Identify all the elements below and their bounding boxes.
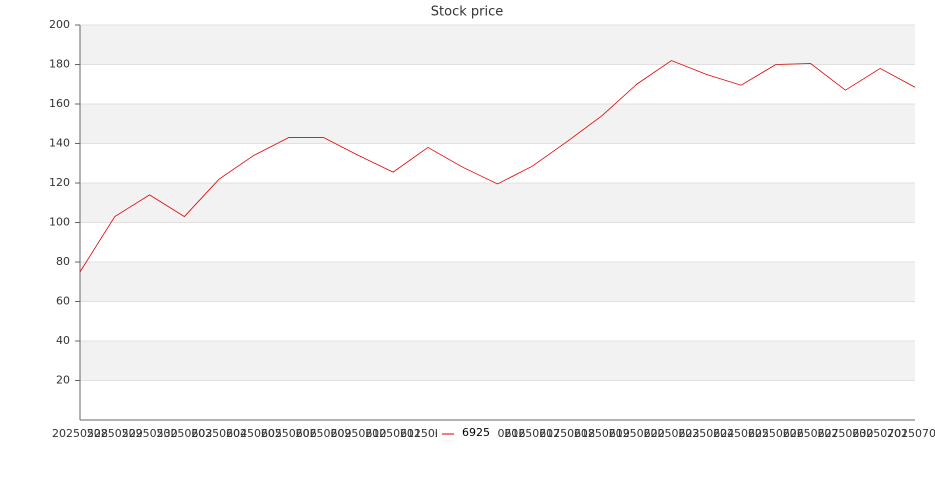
y-tick-label: 40 <box>56 334 70 347</box>
x-tick-label: 20250611 <box>365 427 421 440</box>
y-tick-label: 200 <box>49 18 70 31</box>
band <box>80 341 915 381</box>
x-tick-label: 20250626 <box>748 427 804 440</box>
x-tick-label: 20250627 <box>783 427 839 440</box>
x-tick-label: 20250603 <box>156 427 212 440</box>
x-tick-label: 20250625 <box>713 427 769 440</box>
x-tick-label: 20250609 <box>296 427 352 440</box>
x-tick-label: 20250702 <box>887 427 935 440</box>
y-tick-label: 100 <box>49 216 70 229</box>
line <box>79 60 916 273</box>
legend-box <box>437 425 497 441</box>
band <box>80 262 915 302</box>
x-tick-label: 20250624 <box>678 427 734 440</box>
x-tick-label: 20250617 <box>504 427 560 440</box>
y-tick-label: 80 <box>56 255 70 268</box>
chart-title: Stock price <box>431 5 503 20</box>
x-tick-label: 20250528 <box>52 427 108 440</box>
y-tick-label: 60 <box>56 295 70 308</box>
x-tick-label: 20250530 <box>122 427 178 440</box>
band <box>80 183 915 223</box>
x-tick-label: 20250605 <box>226 427 282 440</box>
x-tick-label: 20250701 <box>852 427 908 440</box>
x-tick-label: 20250604 <box>191 427 247 440</box>
x-tick-label: 20250606 <box>261 427 317 440</box>
x-tick-label: 20250623 <box>643 427 699 440</box>
y-tick-label: 20 <box>56 374 70 387</box>
y-tick-label: 180 <box>49 58 70 71</box>
legend: 6925 <box>437 425 497 441</box>
x-tick-label: 20250630 <box>817 427 873 440</box>
y-tick-label: 120 <box>49 176 70 189</box>
x-tick-label: 20250529 <box>87 427 143 440</box>
y-tick-label: 160 <box>49 97 70 110</box>
y-tick-label: 140 <box>49 137 70 150</box>
x-tick-label: 20250620 <box>609 427 665 440</box>
band <box>80 25 915 65</box>
band <box>80 104 915 144</box>
x-tick-label: 20250618 <box>539 427 595 440</box>
x-tick-label: 20250619 <box>574 427 630 440</box>
legend-label: 6925 <box>462 426 490 439</box>
x-tick-label: 20250610 <box>330 427 386 440</box>
